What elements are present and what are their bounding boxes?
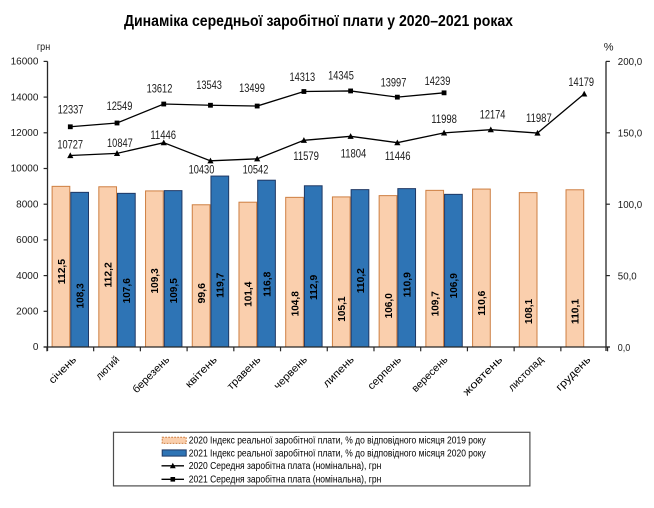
svg-text:12174: 12174 bbox=[480, 107, 506, 121]
svg-text:14179: 14179 bbox=[568, 75, 594, 89]
svg-text:12337: 12337 bbox=[58, 103, 84, 117]
svg-text:104,8: 104,8 bbox=[289, 291, 301, 316]
svg-text:11446: 11446 bbox=[385, 149, 411, 163]
svg-text:2020 Середня заробітна плата (: 2020 Середня заробітна плата (номінальна… bbox=[189, 460, 381, 472]
svg-text:99,6: 99,6 bbox=[196, 283, 208, 304]
svg-text:112,9: 112,9 bbox=[308, 275, 320, 300]
svg-text:110,9: 110,9 bbox=[401, 272, 413, 297]
svg-text:10727: 10727 bbox=[57, 137, 83, 151]
svg-text:109,5: 109,5 bbox=[168, 278, 180, 303]
svg-text:13499: 13499 bbox=[239, 81, 265, 95]
svg-text:110,1: 110,1 bbox=[570, 299, 582, 324]
svg-text:16000: 16000 bbox=[11, 57, 39, 68]
svg-text:105,1: 105,1 bbox=[336, 296, 348, 321]
svg-text:12549: 12549 bbox=[107, 99, 133, 113]
svg-text:2000: 2000 bbox=[16, 307, 39, 318]
svg-text:100,0: 100,0 bbox=[618, 200, 643, 211]
svg-text:0,0: 0,0 bbox=[618, 343, 631, 354]
svg-text:109,3: 109,3 bbox=[149, 268, 161, 293]
svg-text:13612: 13612 bbox=[147, 81, 173, 95]
svg-text:8000: 8000 bbox=[16, 199, 39, 210]
svg-text:11579: 11579 bbox=[293, 149, 319, 163]
svg-text:10000: 10000 bbox=[11, 164, 39, 175]
svg-text:106,9: 106,9 bbox=[448, 273, 460, 298]
svg-text:11998: 11998 bbox=[431, 112, 457, 126]
svg-text:10430: 10430 bbox=[189, 162, 215, 176]
svg-text:12000: 12000 bbox=[11, 128, 39, 139]
svg-text:106,0: 106,0 bbox=[383, 293, 395, 318]
svg-text:14345: 14345 bbox=[328, 68, 354, 82]
svg-text:0: 0 bbox=[33, 342, 39, 353]
svg-text:112,5: 112,5 bbox=[56, 259, 68, 284]
svg-text:Динаміка середньої заробітної: Динаміка середньої заробітної плати у 20… bbox=[124, 13, 513, 30]
svg-text:110,2: 110,2 bbox=[355, 268, 367, 293]
svg-text:2021 Середня заробітна плата (: 2021 Середня заробітна плата (номінальна… bbox=[189, 474, 381, 486]
svg-text:14313: 14313 bbox=[289, 70, 315, 84]
svg-text:11987: 11987 bbox=[526, 111, 552, 125]
svg-text:грн: грн bbox=[37, 41, 50, 53]
svg-text:150,0: 150,0 bbox=[618, 129, 643, 140]
svg-text:2021 Індекс реальної заробітно: 2021 Індекс реальної заробітної плати, %… bbox=[189, 447, 486, 459]
svg-text:13997: 13997 bbox=[381, 75, 407, 89]
svg-text:119,7: 119,7 bbox=[215, 273, 227, 298]
svg-text:%: % bbox=[604, 42, 614, 54]
svg-text:109,7: 109,7 bbox=[430, 291, 442, 316]
svg-text:14000: 14000 bbox=[11, 92, 39, 103]
svg-text:11446: 11446 bbox=[150, 128, 176, 142]
svg-text:101,4: 101,4 bbox=[243, 282, 255, 307]
svg-text:10542: 10542 bbox=[243, 162, 269, 176]
svg-text:116,8: 116,8 bbox=[261, 272, 273, 297]
svg-text:13543: 13543 bbox=[196, 78, 222, 92]
svg-text:200,0: 200,0 bbox=[618, 57, 643, 68]
svg-text:50,0: 50,0 bbox=[618, 271, 637, 282]
svg-text:110,6: 110,6 bbox=[476, 290, 488, 315]
svg-text:108,3: 108,3 bbox=[74, 283, 86, 308]
svg-text:108,1: 108,1 bbox=[523, 299, 535, 324]
svg-text:4000: 4000 bbox=[16, 271, 39, 282]
svg-text:11804: 11804 bbox=[341, 147, 367, 161]
svg-text:6000: 6000 bbox=[16, 235, 39, 246]
svg-text:2020 Індекс реальної заробітно: 2020 Індекс реальної заробітної плати, %… bbox=[189, 435, 486, 447]
svg-text:112,2: 112,2 bbox=[102, 262, 114, 287]
svg-text:107,6: 107,6 bbox=[121, 278, 133, 303]
svg-text:10847: 10847 bbox=[107, 136, 133, 150]
svg-text:14239: 14239 bbox=[425, 74, 451, 88]
